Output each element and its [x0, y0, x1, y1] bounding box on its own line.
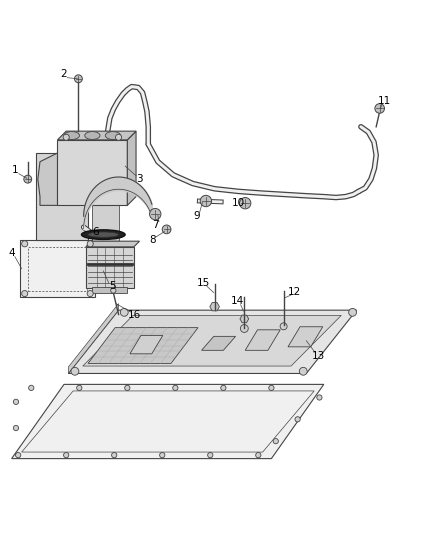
Ellipse shape	[64, 132, 80, 140]
Circle shape	[150, 208, 161, 220]
Ellipse shape	[105, 132, 120, 140]
Circle shape	[21, 290, 28, 297]
Circle shape	[13, 399, 18, 405]
Circle shape	[63, 134, 69, 140]
Polygon shape	[245, 330, 280, 350]
Circle shape	[269, 385, 274, 391]
Circle shape	[87, 241, 93, 247]
Circle shape	[21, 241, 28, 247]
Circle shape	[125, 385, 130, 391]
Circle shape	[349, 309, 357, 316]
Circle shape	[240, 325, 248, 333]
Ellipse shape	[85, 132, 100, 140]
Circle shape	[295, 417, 300, 422]
Polygon shape	[240, 315, 249, 322]
Text: 3: 3	[136, 174, 143, 184]
Circle shape	[112, 453, 117, 458]
Circle shape	[120, 309, 128, 316]
Text: 15: 15	[197, 278, 210, 288]
Circle shape	[221, 385, 226, 391]
Circle shape	[273, 439, 279, 444]
Polygon shape	[86, 241, 140, 247]
Circle shape	[111, 288, 116, 293]
Circle shape	[15, 453, 21, 458]
Circle shape	[299, 367, 307, 375]
Polygon shape	[92, 287, 127, 293]
Circle shape	[87, 290, 93, 297]
Polygon shape	[127, 131, 136, 205]
Polygon shape	[288, 327, 323, 347]
Polygon shape	[201, 336, 236, 350]
Polygon shape	[86, 247, 134, 288]
Text: 7: 7	[152, 220, 159, 230]
Polygon shape	[83, 316, 341, 366]
Polygon shape	[68, 304, 119, 374]
Circle shape	[280, 323, 287, 330]
Polygon shape	[210, 303, 219, 311]
Text: 6: 6	[92, 227, 99, 237]
Circle shape	[240, 198, 251, 209]
Polygon shape	[35, 153, 88, 240]
Circle shape	[173, 385, 178, 391]
Polygon shape	[57, 131, 136, 140]
Text: 4: 4	[8, 248, 15, 259]
Text: 9: 9	[193, 211, 200, 221]
Circle shape	[317, 395, 322, 400]
Text: 10: 10	[232, 198, 245, 208]
Circle shape	[71, 367, 79, 375]
Text: 13: 13	[312, 351, 325, 361]
Circle shape	[77, 385, 82, 391]
Circle shape	[13, 425, 18, 431]
Polygon shape	[38, 153, 57, 205]
Circle shape	[28, 385, 34, 391]
Circle shape	[24, 175, 32, 183]
Polygon shape	[92, 205, 119, 241]
Text: 16: 16	[127, 310, 141, 320]
Circle shape	[74, 75, 82, 83]
Text: 12: 12	[287, 287, 301, 297]
Circle shape	[64, 453, 69, 458]
Text: 11: 11	[378, 96, 392, 107]
Text: 14: 14	[231, 296, 244, 306]
Polygon shape	[20, 240, 95, 297]
Polygon shape	[12, 384, 324, 458]
Circle shape	[375, 103, 385, 113]
Circle shape	[162, 225, 171, 234]
Circle shape	[159, 453, 165, 458]
Polygon shape	[57, 140, 127, 205]
Text: 5: 5	[109, 281, 115, 291]
Circle shape	[200, 195, 212, 207]
Text: 1: 1	[12, 165, 19, 175]
Circle shape	[256, 453, 261, 458]
Circle shape	[116, 134, 122, 140]
Text: 8: 8	[149, 235, 156, 245]
Polygon shape	[88, 328, 198, 364]
Ellipse shape	[88, 232, 119, 237]
Ellipse shape	[81, 230, 125, 239]
Polygon shape	[130, 335, 163, 354]
Polygon shape	[68, 310, 357, 374]
Circle shape	[208, 453, 213, 458]
Text: 2: 2	[61, 69, 67, 79]
